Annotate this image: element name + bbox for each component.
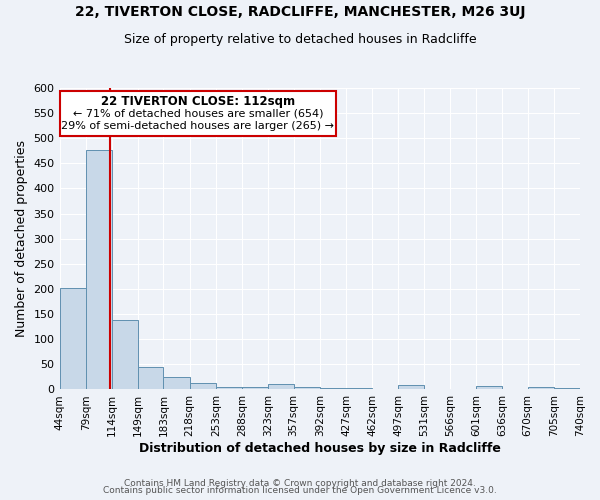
Bar bbox=[242, 387, 268, 390]
Text: ← 71% of detached houses are smaller (654): ← 71% of detached houses are smaller (65… bbox=[73, 108, 323, 118]
FancyBboxPatch shape bbox=[59, 90, 336, 136]
Bar bbox=[424, 389, 450, 390]
Bar bbox=[554, 388, 580, 390]
Bar bbox=[527, 388, 554, 390]
Bar bbox=[293, 387, 320, 390]
Bar bbox=[216, 387, 242, 390]
Bar bbox=[320, 388, 346, 390]
Bar bbox=[163, 377, 190, 390]
Bar bbox=[450, 389, 476, 390]
Bar bbox=[59, 288, 86, 390]
Text: Size of property relative to detached houses in Radcliffe: Size of property relative to detached ho… bbox=[124, 32, 476, 46]
Bar bbox=[86, 150, 112, 390]
Bar bbox=[346, 388, 372, 390]
Bar bbox=[476, 386, 502, 390]
Bar bbox=[138, 367, 163, 390]
Bar bbox=[112, 320, 138, 390]
Text: 29% of semi-detached houses are larger (265) →: 29% of semi-detached houses are larger (… bbox=[61, 120, 334, 130]
Bar bbox=[398, 386, 424, 390]
Bar bbox=[190, 383, 216, 390]
Text: Contains HM Land Registry data © Crown copyright and database right 2024.: Contains HM Land Registry data © Crown c… bbox=[124, 478, 476, 488]
Bar bbox=[502, 389, 527, 390]
Bar bbox=[268, 384, 293, 390]
Y-axis label: Number of detached properties: Number of detached properties bbox=[15, 140, 28, 337]
Text: 22 TIVERTON CLOSE: 112sqm: 22 TIVERTON CLOSE: 112sqm bbox=[101, 94, 295, 108]
Bar bbox=[372, 389, 398, 390]
Text: Contains public sector information licensed under the Open Government Licence v3: Contains public sector information licen… bbox=[103, 486, 497, 495]
Text: 22, TIVERTON CLOSE, RADCLIFFE, MANCHESTER, M26 3UJ: 22, TIVERTON CLOSE, RADCLIFFE, MANCHESTE… bbox=[75, 5, 525, 19]
X-axis label: Distribution of detached houses by size in Radcliffe: Distribution of detached houses by size … bbox=[139, 442, 501, 455]
